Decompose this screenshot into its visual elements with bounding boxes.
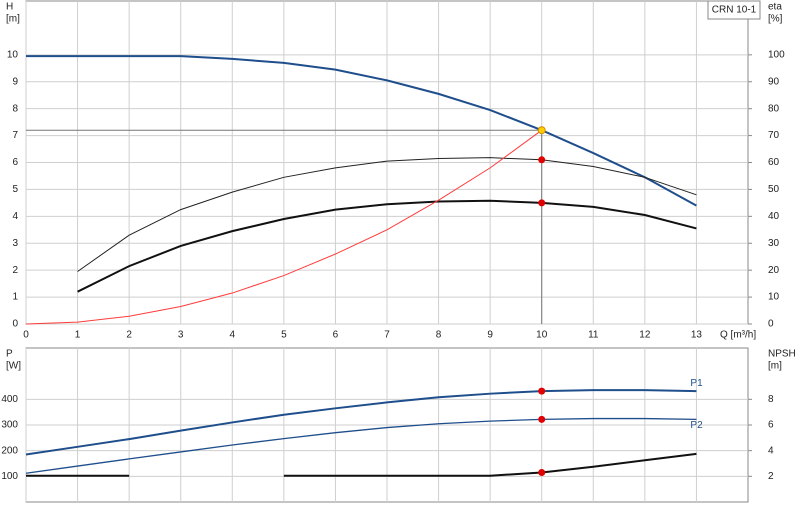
- y-axis-label: [m]: [6, 14, 20, 25]
- x-tick-label: 7: [384, 330, 390, 341]
- y2-tick-label: 20: [768, 265, 780, 276]
- x-tick-label: 13: [691, 330, 703, 341]
- y-axis-label: [W]: [6, 361, 21, 372]
- x-tick-label: 2: [126, 330, 132, 341]
- y-axis-label: H: [6, 2, 13, 13]
- operating-point: [538, 156, 546, 164]
- y2-tick-label: 6: [768, 420, 774, 431]
- y-tick-label: 100: [1, 471, 18, 482]
- x-axis-label: Q [m³/h]: [720, 330, 756, 341]
- y-tick-label: 6: [12, 157, 18, 168]
- x-tick-label: 0: [23, 330, 29, 341]
- y-tick-label: 400: [1, 394, 18, 405]
- x-tick-label: 8: [436, 330, 442, 341]
- curve: [25, 417, 697, 474]
- x-tick-label: 6: [333, 330, 339, 341]
- y2-tick-label: 30: [768, 238, 780, 249]
- operating-point: [538, 387, 546, 395]
- x-tick-label: 3: [178, 330, 184, 341]
- series-label: P2: [690, 420, 703, 431]
- y2-tick-label: 90: [768, 76, 780, 87]
- y-tick-label: 2: [12, 265, 18, 276]
- legend-box: [707, 0, 761, 20]
- y2-tick-label: 4: [768, 445, 774, 456]
- legend-label: CRN 10-1: [712, 5, 757, 16]
- y2-axis-label: [%]: [768, 14, 783, 25]
- y2-axis-label: [m]: [768, 361, 782, 372]
- y-tick-label: 10: [7, 49, 19, 60]
- y2-tick-label: 60: [768, 157, 780, 168]
- series-label: P1: [690, 378, 703, 389]
- x-tick-label: 1: [75, 330, 81, 341]
- operating-point: [537, 126, 546, 135]
- y2-tick-label: 40: [768, 211, 780, 222]
- curve: [77, 157, 697, 272]
- y2-tick-label: 100: [768, 49, 785, 60]
- curve: [26, 55, 697, 207]
- operating-point: [538, 415, 546, 423]
- y-tick-label: 9: [12, 76, 18, 87]
- y-tick-label: 1: [12, 292, 18, 303]
- y-tick-label: 0: [12, 319, 18, 330]
- y2-axis-label: NPSH: [768, 349, 796, 360]
- operating-point: [538, 199, 546, 207]
- y2-tick-label: 50: [768, 184, 780, 195]
- x-tick-label: 12: [639, 330, 651, 341]
- curve: [26, 452, 697, 477]
- curve: [25, 129, 543, 325]
- x-tick-label: 5: [281, 330, 287, 341]
- x-tick-label: 4: [230, 330, 236, 341]
- y-tick-label: 7: [12, 130, 18, 141]
- y2-axis-label: eta: [768, 2, 782, 13]
- y-tick-label: 4: [12, 211, 18, 222]
- y-tick-label: 5: [12, 184, 18, 195]
- y2-tick-label: 10: [768, 292, 780, 303]
- operating-point: [538, 468, 546, 476]
- y-tick-label: 200: [1, 445, 18, 456]
- y2-tick-label: 70: [768, 130, 780, 141]
- y-tick-label: 8: [12, 103, 18, 114]
- y2-tick-label: 2: [768, 471, 774, 482]
- y2-tick-label: 8: [768, 394, 774, 405]
- y-tick-label: 3: [12, 238, 18, 249]
- x-tick-label: 9: [487, 330, 493, 341]
- y-axis-label: P: [6, 349, 13, 360]
- y2-tick-label: 80: [768, 103, 780, 114]
- y2-tick-label: 0: [768, 319, 774, 330]
- curve: [25, 389, 697, 456]
- x-tick-label: 10: [536, 330, 548, 341]
- x-tick-label: 11: [588, 330, 599, 341]
- y-tick-label: 300: [1, 420, 18, 431]
- curve: [77, 199, 697, 293]
